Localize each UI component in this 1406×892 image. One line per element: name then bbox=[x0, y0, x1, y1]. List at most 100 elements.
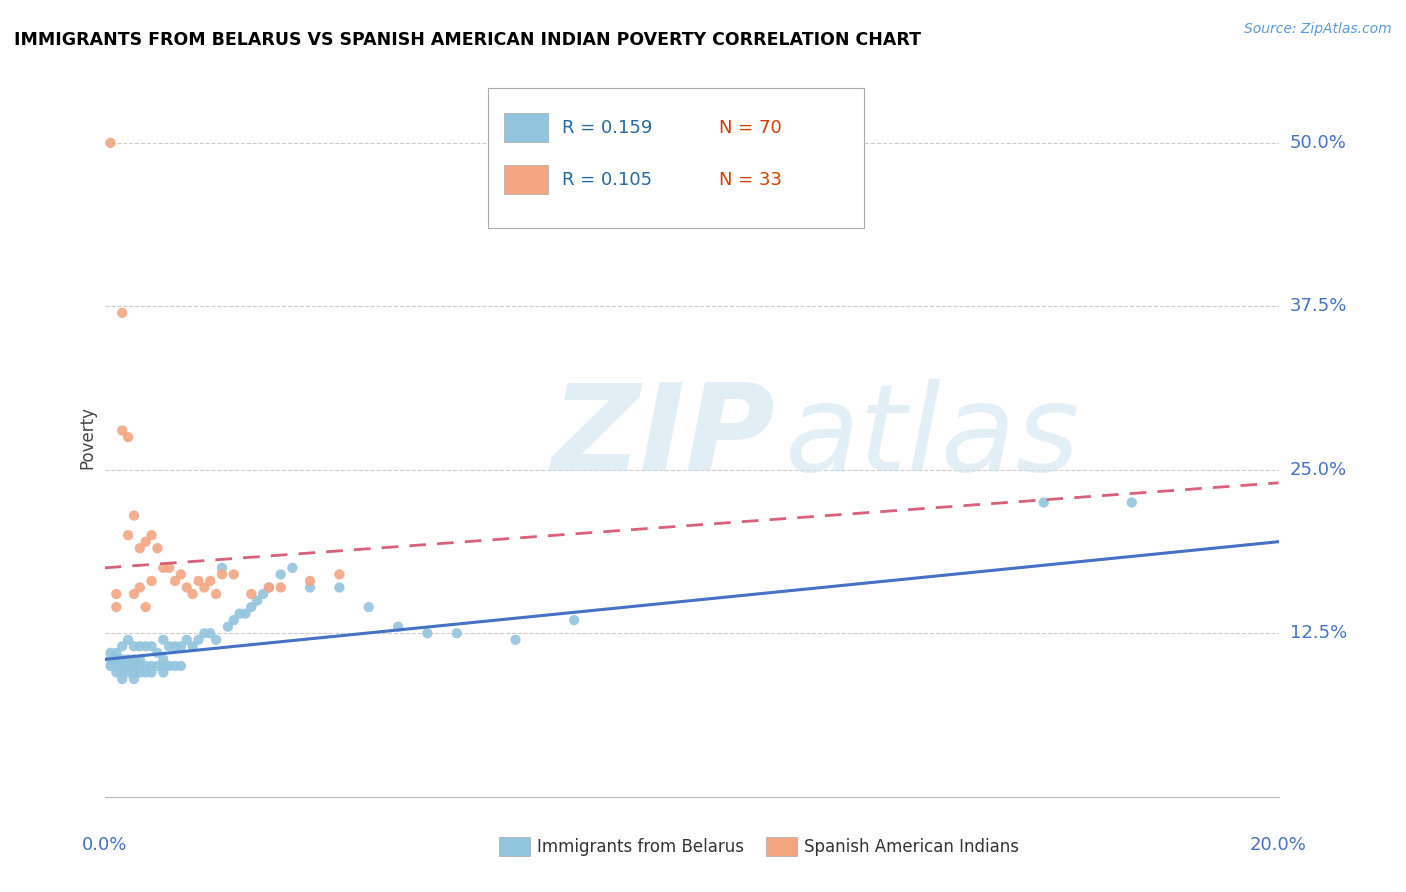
Point bbox=[111, 672, 134, 686]
Point bbox=[128, 581, 150, 595]
Point bbox=[163, 640, 186, 654]
Text: atlas: atlas bbox=[786, 378, 1081, 496]
Point bbox=[505, 632, 527, 647]
FancyBboxPatch shape bbox=[503, 113, 548, 142]
FancyBboxPatch shape bbox=[488, 88, 865, 227]
Point bbox=[152, 652, 174, 666]
Point bbox=[211, 561, 233, 575]
Point bbox=[128, 640, 150, 654]
Point bbox=[299, 574, 322, 588]
Point bbox=[1121, 495, 1143, 509]
Point bbox=[122, 652, 145, 666]
Point bbox=[152, 632, 174, 647]
Text: Spanish American Indians: Spanish American Indians bbox=[804, 838, 1019, 855]
Point bbox=[128, 659, 150, 673]
Point bbox=[141, 659, 163, 673]
Point bbox=[1032, 495, 1054, 509]
Point bbox=[141, 640, 163, 654]
Point bbox=[299, 581, 322, 595]
Point bbox=[176, 581, 198, 595]
Point bbox=[122, 508, 145, 523]
Point bbox=[328, 581, 350, 595]
Point bbox=[170, 567, 193, 582]
Point bbox=[105, 646, 128, 660]
Point bbox=[181, 640, 204, 654]
Point bbox=[200, 626, 222, 640]
Point bbox=[163, 659, 186, 673]
Point bbox=[111, 640, 134, 654]
Point bbox=[200, 574, 222, 588]
Point bbox=[217, 620, 239, 634]
Point bbox=[211, 567, 233, 582]
Point bbox=[135, 534, 157, 549]
Point bbox=[446, 626, 468, 640]
Point bbox=[252, 587, 274, 601]
Text: 20.0%: 20.0% bbox=[1250, 836, 1308, 854]
Point bbox=[141, 574, 163, 588]
Point bbox=[146, 646, 169, 660]
Y-axis label: Poverty: Poverty bbox=[79, 406, 96, 468]
Text: R = 0.159: R = 0.159 bbox=[562, 119, 652, 136]
Point bbox=[117, 652, 139, 666]
Point bbox=[257, 581, 280, 595]
Point bbox=[128, 541, 150, 556]
Point bbox=[257, 581, 280, 595]
Point bbox=[105, 652, 128, 666]
Point bbox=[163, 574, 186, 588]
Point bbox=[240, 600, 263, 615]
Point bbox=[111, 665, 134, 680]
Point bbox=[135, 659, 157, 673]
Point bbox=[146, 541, 169, 556]
Text: 0.0%: 0.0% bbox=[82, 836, 128, 854]
Point bbox=[105, 659, 128, 673]
Text: 50.0%: 50.0% bbox=[1289, 134, 1347, 152]
Point bbox=[176, 632, 198, 647]
Text: N = 70: N = 70 bbox=[718, 119, 782, 136]
Point bbox=[357, 600, 380, 615]
Point bbox=[105, 665, 128, 680]
Text: 37.5%: 37.5% bbox=[1289, 297, 1347, 315]
Point bbox=[117, 659, 139, 673]
Point bbox=[193, 626, 215, 640]
Point bbox=[122, 640, 145, 654]
Text: 12.5%: 12.5% bbox=[1289, 624, 1347, 642]
Point bbox=[157, 640, 180, 654]
Point bbox=[240, 587, 263, 601]
Point bbox=[152, 659, 174, 673]
Point bbox=[562, 613, 585, 627]
Point bbox=[122, 672, 145, 686]
Point bbox=[193, 581, 215, 595]
Text: IMMIGRANTS FROM BELARUS VS SPANISH AMERICAN INDIAN POVERTY CORRELATION CHART: IMMIGRANTS FROM BELARUS VS SPANISH AMERI… bbox=[14, 31, 921, 49]
Point bbox=[222, 567, 245, 582]
Point bbox=[100, 659, 122, 673]
Point bbox=[111, 306, 134, 320]
Point bbox=[152, 665, 174, 680]
Point bbox=[157, 659, 180, 673]
Point bbox=[205, 632, 228, 647]
Point bbox=[128, 652, 150, 666]
Point bbox=[387, 620, 409, 634]
Point bbox=[105, 600, 128, 615]
Point bbox=[117, 665, 139, 680]
Point bbox=[187, 574, 209, 588]
Point bbox=[117, 632, 139, 647]
Point bbox=[146, 659, 169, 673]
Point bbox=[416, 626, 439, 640]
Point bbox=[135, 665, 157, 680]
Point bbox=[100, 646, 122, 660]
Point bbox=[111, 659, 134, 673]
Point bbox=[228, 607, 250, 621]
Point bbox=[117, 528, 139, 542]
Point bbox=[181, 587, 204, 601]
Point bbox=[111, 424, 134, 438]
Text: 25.0%: 25.0% bbox=[1289, 461, 1347, 479]
Point bbox=[270, 581, 292, 595]
Point bbox=[157, 561, 180, 575]
Point bbox=[122, 665, 145, 680]
Point bbox=[105, 587, 128, 601]
Point bbox=[170, 640, 193, 654]
Point bbox=[141, 528, 163, 542]
Point bbox=[135, 640, 157, 654]
Point bbox=[235, 607, 257, 621]
Point bbox=[117, 430, 139, 444]
